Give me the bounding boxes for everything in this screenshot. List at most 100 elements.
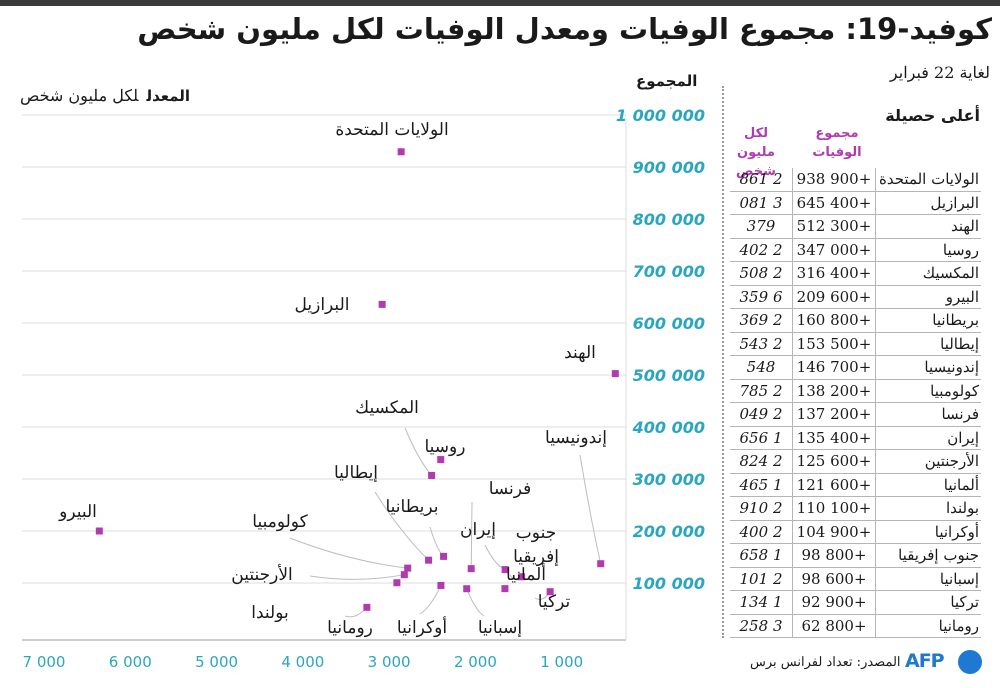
afp-logo: AFP <box>905 650 945 672</box>
rate-cell: 2 543 <box>730 332 793 356</box>
total-cell: +900 92 <box>792 590 876 615</box>
chart-subtitle: لغاية 22 فبراير <box>889 63 990 82</box>
point-label: المكسيك <box>355 398 419 418</box>
chart-title: كوفيد-19: مجموع الوفيات ومعدل الوفيات لك… <box>137 12 992 46</box>
country-cell: الأرجنتين <box>875 449 982 474</box>
total-axis-title: المجموع <box>636 72 698 90</box>
country-cell: المكسيك <box>875 261 982 286</box>
table-row: بريطانيا +800 160 2 369 <box>730 308 982 333</box>
data-point <box>437 581 445 589</box>
data-point <box>597 560 605 568</box>
rate-cell: 2 861 <box>730 168 793 192</box>
afp-logo-dot <box>958 650 982 674</box>
table-row: رومانيا +800 62 3 258 <box>730 614 982 638</box>
country-cell: الهند <box>875 214 982 239</box>
total-cell: +600 209 <box>792 285 876 309</box>
table-row: البرازيل +400 645 3 081 <box>730 191 982 215</box>
y-tick-label: 700 000 <box>633 262 705 281</box>
total-cell: +800 160 <box>792 308 876 333</box>
total-cell: +700 146 <box>792 355 876 380</box>
leader-line <box>419 585 442 615</box>
total-cell: +600 98 <box>792 567 876 591</box>
data-point <box>363 603 371 611</box>
country-cell: البرازيل <box>875 191 982 215</box>
rate-label: المعدل <box>146 87 191 105</box>
country-cell: إندونيسيا <box>875 355 982 380</box>
table-row: جنوب إفريقيا +800 98 1 658 <box>730 543 982 568</box>
point-label: الهند <box>564 343 596 363</box>
total-cell: +800 62 <box>792 614 876 638</box>
total-cell: +300 512 <box>792 214 876 239</box>
x-tick-label: 5 000 <box>195 653 238 671</box>
top-bar <box>0 0 1000 6</box>
x-tick-label: 2 000 <box>454 653 497 671</box>
table-header: أعلى حصيلة <box>885 106 980 125</box>
total-cell: +900 938 <box>792 168 876 192</box>
point-label: تركيا <box>538 592 571 612</box>
table-row: إندونيسيا +700 146 548 <box>730 355 982 380</box>
y-tick-label: 600 000 <box>633 314 705 333</box>
data-point <box>463 585 471 593</box>
point-label: أوكرانيا <box>397 616 447 638</box>
leader-line <box>289 537 408 569</box>
total-cell: +600 125 <box>792 449 876 474</box>
point-label: إيطاليا <box>334 463 378 483</box>
y-tick-label: 300 000 <box>633 470 705 489</box>
data-point <box>400 571 408 579</box>
data-point <box>467 565 475 573</box>
table-row: أوكرانيا +900 104 2 400 <box>730 520 982 544</box>
x-tick-label: 3 000 <box>368 653 411 671</box>
total-cell: +800 98 <box>792 543 876 568</box>
total-cell: +500 153 <box>792 332 876 356</box>
data-point <box>397 148 405 156</box>
y-tick-label: 400 000 <box>632 418 705 437</box>
table-row: الهند +300 512 379 <box>730 214 982 239</box>
country-cell: كولومبيا <box>875 379 982 403</box>
table-row: روسيا +000 347 2 402 <box>730 238 982 262</box>
table-row: فرنسا +200 137 2 049 <box>730 402 982 427</box>
table-row: إيران +400 135 1 656 <box>730 426 982 450</box>
country-cell: إيران <box>875 426 982 450</box>
total-cell: +900 104 <box>792 520 876 544</box>
separator-line <box>722 86 724 638</box>
country-cell: الولايات المتحدة <box>875 168 982 192</box>
rate-axis-title: المعدل لكل مليون شخص <box>20 86 190 105</box>
rate-cell: 2 402 <box>730 238 793 262</box>
point-label: جنوب <box>516 523 556 543</box>
country-cell: رومانيا <box>875 614 982 638</box>
leader-line <box>466 588 485 617</box>
total-cell: +200 138 <box>792 379 876 403</box>
point-label: إسبانيا <box>478 618 522 638</box>
total-cell: +100 110 <box>792 496 876 521</box>
y-tick-label: 500 000 <box>633 366 705 385</box>
leader-line <box>374 491 429 561</box>
country-cell: بولندا <box>875 496 982 521</box>
table-row: ألمانيا +600 121 1 465 <box>730 473 982 497</box>
table-row: المكسيك +400 316 2 508 <box>730 261 982 286</box>
table-row: كولومبيا +200 138 2 785 <box>730 379 982 403</box>
country-cell: البيرو <box>875 285 982 309</box>
data-point <box>546 588 554 596</box>
country-cell: أوكرانيا <box>875 520 982 544</box>
table-row: بولندا +100 110 2 910 <box>730 496 982 521</box>
country-cell: جنوب إفريقيا <box>875 543 982 568</box>
point-label: فرنسا <box>489 479 532 499</box>
table-row: الولايات المتحدة +900 938 2 861 <box>730 168 982 192</box>
total-cell: +600 121 <box>792 473 876 497</box>
point-label: البيرو <box>58 502 97 522</box>
table-row: إيطاليا +500 153 2 543 <box>730 332 982 356</box>
data-point <box>518 573 526 581</box>
y-tick-label: 1 000 000 <box>616 106 705 125</box>
rate-cell: 379 <box>730 214 793 239</box>
rate-cell: 3 081 <box>730 191 793 215</box>
total-cell: +400 645 <box>792 191 876 215</box>
x-tick-label: 1 000 <box>540 653 583 671</box>
rate-cell: 1 465 <box>730 473 793 497</box>
total-cell: +400 135 <box>792 426 876 450</box>
ranking-table: الولايات المتحدة +900 938 2 861 البرازيل +40… <box>730 168 982 638</box>
y-tick-label: 900 000 <box>633 158 705 177</box>
point-label: بولندا <box>251 603 288 623</box>
data-point <box>393 579 401 587</box>
rate-cell: 6 359 <box>730 285 793 309</box>
